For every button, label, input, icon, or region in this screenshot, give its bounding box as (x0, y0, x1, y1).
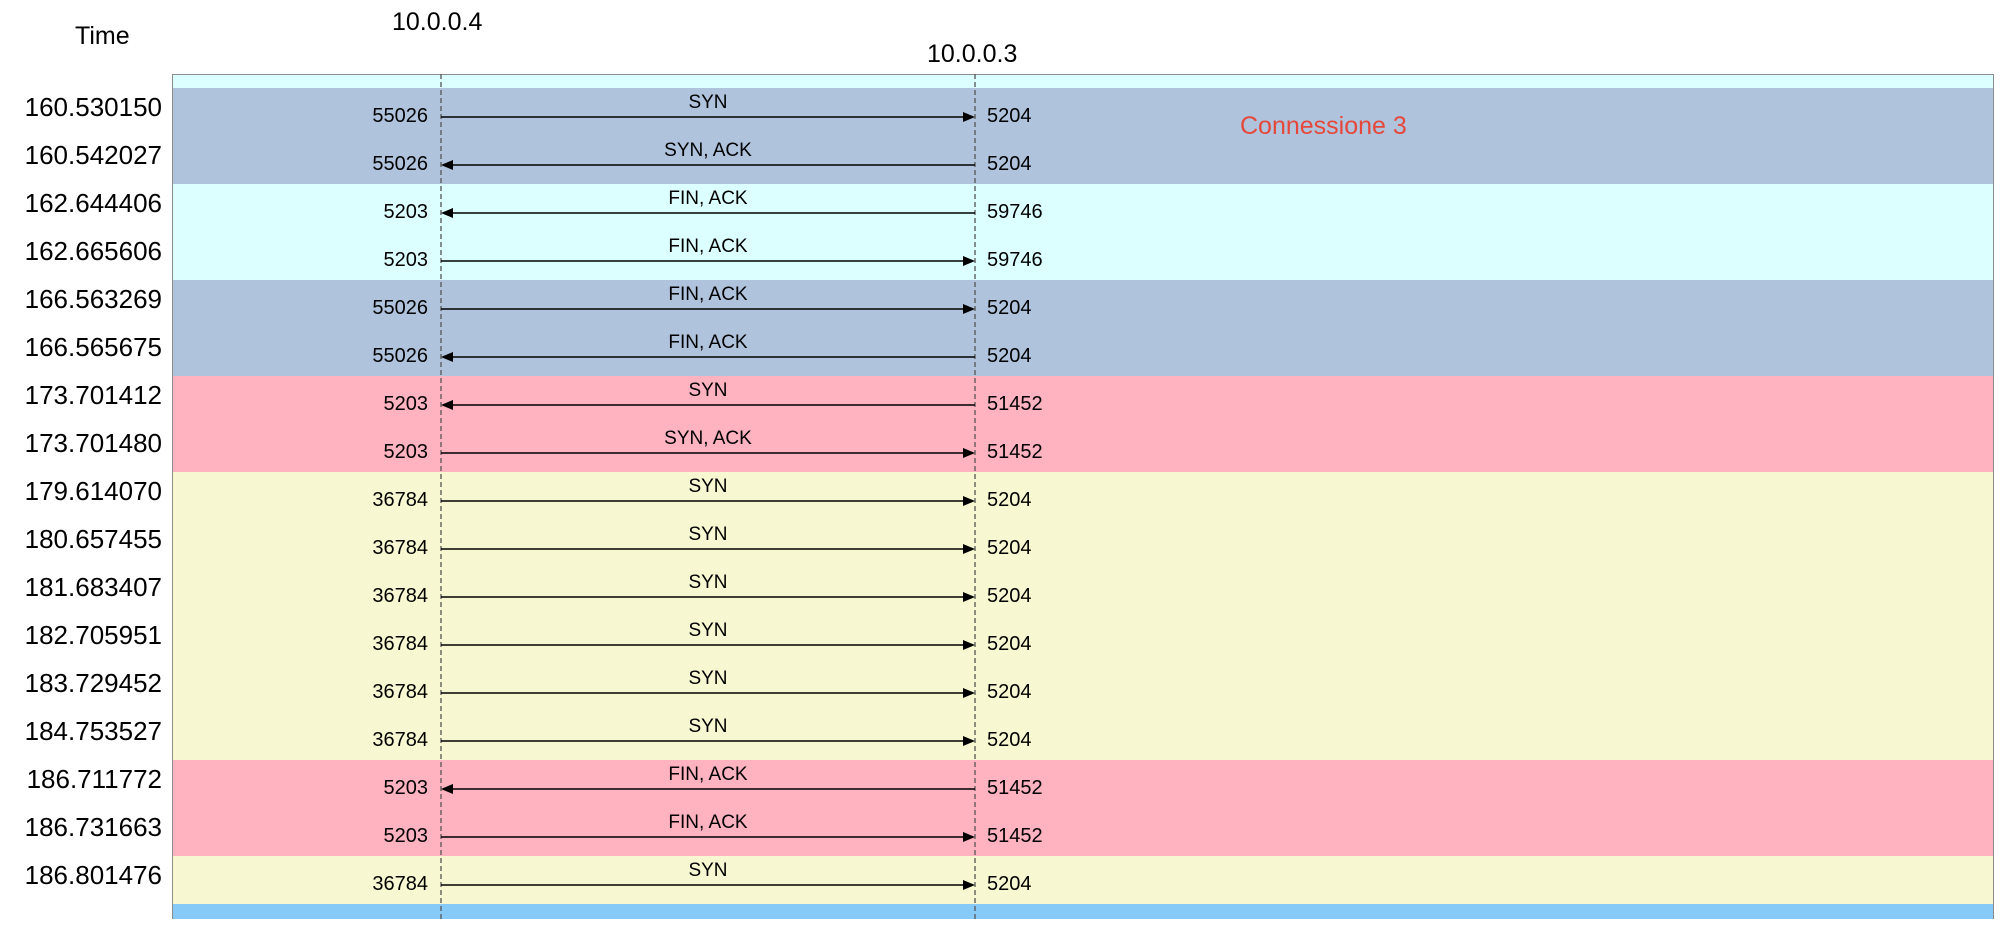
time-cell: 162.644406 (24, 188, 162, 218)
left-port: 55026 (372, 153, 428, 175)
time-cell: 186.711772 (26, 764, 162, 794)
right-port: 51452 (987, 393, 1043, 415)
row-band (173, 856, 1993, 904)
right-port: 51452 (987, 825, 1043, 847)
left-port: 5203 (383, 393, 429, 415)
time-cell: 173.701480 (24, 428, 162, 458)
packet-flags: FIN, ACK (668, 236, 748, 257)
right-port: 5204 (987, 489, 1032, 511)
time-cell: 180.657455 (24, 524, 162, 554)
left-port: 5203 (383, 825, 429, 847)
right-port: 51452 (987, 777, 1043, 799)
row-band (173, 88, 1993, 136)
right-port: 5204 (987, 681, 1032, 703)
right-port: 5204 (987, 105, 1032, 127)
packet-flags: SYN, ACK (664, 140, 752, 161)
row-band (173, 520, 1993, 568)
right-port: 59746 (987, 249, 1043, 271)
right-port: 5204 (987, 345, 1032, 367)
packet-flags: SYN (688, 620, 728, 641)
row-band (173, 136, 1993, 184)
packet-flags: SYN (688, 524, 728, 545)
left-port: 5203 (383, 249, 429, 271)
time-cell: 181.683407 (24, 572, 162, 602)
row-band (173, 472, 1993, 520)
right-port: 5204 (987, 585, 1032, 607)
packet-flags: SYN (688, 476, 728, 497)
row-band (173, 712, 1993, 760)
connection-annotation: Connessione 3 (1240, 112, 1407, 140)
time-cell: 179.614070 (24, 476, 162, 506)
packet-flags: FIN, ACK (668, 812, 748, 833)
host-left-label: 10.0.0.4 (392, 8, 483, 36)
packet-flags: FIN, ACK (668, 332, 748, 353)
row-band (173, 616, 1993, 664)
row-band (173, 424, 1993, 472)
left-port: 36784 (372, 633, 428, 655)
time-cell: 166.563269 (24, 284, 162, 314)
left-port: 36784 (372, 537, 428, 559)
row-band (173, 760, 1993, 808)
time-column-header: Time (75, 22, 130, 50)
right-port: 5204 (987, 873, 1032, 895)
row-band (173, 280, 1993, 328)
row-band (173, 664, 1993, 712)
left-port: 36784 (372, 585, 428, 607)
left-port: 55026 (372, 297, 428, 319)
packet-flags: SYN (688, 668, 728, 689)
left-port: 36784 (372, 681, 428, 703)
flow-graph-frame (172, 74, 1994, 919)
packet-flags: SYN (688, 716, 728, 737)
time-cell: 160.542027 (24, 140, 162, 170)
time-cell: 184.753527 (24, 716, 162, 746)
packet-flags: SYN (688, 860, 728, 881)
packet-flags: SYN, ACK (664, 428, 752, 449)
packet-flags: SYN (688, 380, 728, 401)
left-port: 36784 (372, 489, 428, 511)
right-port: 5204 (987, 297, 1032, 319)
time-cell: 162.665606 (24, 236, 162, 266)
time-cell: 173.701412 (24, 380, 162, 410)
time-cell: 160.530150 (24, 92, 162, 122)
left-port: 5203 (383, 201, 429, 223)
packet-flags: SYN (688, 572, 728, 593)
right-port: 59746 (987, 201, 1043, 223)
row-band (173, 568, 1993, 616)
right-port: 51452 (987, 441, 1043, 463)
left-port: 55026 (372, 105, 428, 127)
time-cell: 186.731663 (24, 812, 162, 842)
band-top (173, 75, 1993, 88)
row-band (173, 808, 1993, 856)
packet-flags: FIN, ACK (668, 188, 748, 209)
right-port: 5204 (987, 729, 1032, 751)
left-port: 5203 (383, 777, 429, 799)
right-port: 5204 (987, 153, 1032, 175)
time-cell: 182.705951 (24, 620, 162, 650)
left-port: 36784 (372, 873, 428, 895)
packet-flags: FIN, ACK (668, 764, 748, 785)
right-port: 5204 (987, 633, 1032, 655)
left-port: 5203 (383, 441, 429, 463)
time-cell: 166.565675 (24, 332, 162, 362)
left-port: 55026 (372, 345, 428, 367)
left-port: 36784 (372, 729, 428, 751)
packet-flags: SYN (688, 92, 728, 113)
time-cell: 183.729452 (24, 668, 162, 698)
host-right-label: 10.0.0.3 (927, 40, 1018, 68)
row-band (173, 232, 1993, 280)
packet-flags: FIN, ACK (668, 284, 748, 305)
right-port: 5204 (987, 537, 1032, 559)
row-band (173, 376, 1993, 424)
row-band (173, 328, 1993, 376)
time-cell: 186.801476 (24, 860, 162, 890)
row-band (173, 184, 1993, 232)
band-bottom (173, 904, 1993, 919)
